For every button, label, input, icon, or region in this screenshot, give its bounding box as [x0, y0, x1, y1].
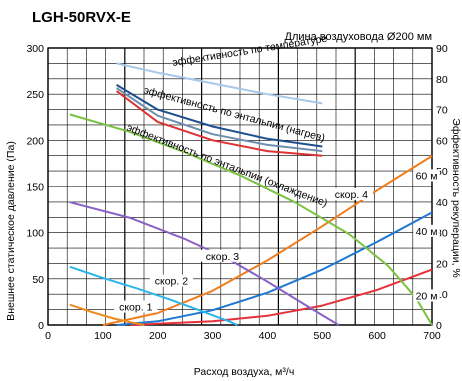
- curve-label-bg: [329, 187, 373, 200]
- x-tick-label: 0: [45, 330, 51, 342]
- x-tick-label: 700: [423, 330, 441, 342]
- x-axis-label: Расход воздуха, м³/ч: [194, 366, 295, 378]
- plot-frame: [47, 47, 433, 326]
- curve-labels: скор. 1 скор. 2 скор. 3 скор. 4 20 м 40 м 60 м: [114, 169, 440, 314]
- ticks: 0 100 200 300 400 500 600 700050100150200250300…: [26, 43, 447, 342]
- grid: [47, 47, 433, 326]
- efficiency-curve-2: [116, 90, 323, 157]
- curve-label-4: 20 м: [416, 290, 438, 302]
- y-tick-label-right: 10: [436, 289, 448, 301]
- efficiency-curve-3: [116, 87, 323, 153]
- duct-curve-2: [102, 155, 433, 326]
- curves: [69, 62, 433, 326]
- fan-curve-1: [69, 265, 238, 326]
- x-tick-label: 600: [368, 330, 386, 342]
- x-tick-label: 100: [94, 330, 112, 342]
- curve-label-bg: [114, 300, 158, 313]
- y-tick-label-left: 300: [26, 43, 44, 55]
- x-tick-label: 400: [259, 330, 277, 342]
- curve-label-3: скор. 4: [335, 189, 368, 201]
- fan-curve-2: [69, 201, 340, 326]
- chart-subtitle: Длина воздуховода Ø200 мм: [285, 31, 432, 43]
- y-tick-label-right: 40: [436, 197, 448, 209]
- y-tick-label-left: 150: [26, 182, 44, 194]
- y-tick-label-right: 80: [436, 74, 448, 86]
- curve-label-bg: [149, 274, 194, 287]
- y-tick-label-right: 0: [436, 320, 442, 332]
- curve-label-6: 60 м: [416, 170, 438, 182]
- y-tick-label-right: 50: [436, 166, 448, 178]
- curve-label-2: скор. 3: [206, 251, 239, 263]
- y-tick-label-right: 90: [436, 43, 448, 55]
- y-axis-label-right: Эффективность рекуперации, %: [450, 118, 462, 277]
- x-tick-label: 500: [314, 330, 332, 342]
- y-tick-label-right: 70: [436, 105, 448, 117]
- curve-label-0: скор. 1: [119, 302, 152, 314]
- efficiency-curve-0: [116, 62, 323, 105]
- curve-label-5: 40 м: [416, 226, 438, 238]
- curve-label-bg: [413, 289, 440, 302]
- x-tick-label: 300: [204, 330, 222, 342]
- y-tick-label-left: 100: [26, 228, 44, 240]
- curve-label-bg: [200, 249, 245, 262]
- y-tick-label-right: 30: [436, 228, 448, 240]
- duct-curve-1: [116, 211, 433, 326]
- efficiency-curve-1: [116, 84, 323, 148]
- fan-curve-3: [69, 113, 433, 326]
- duct-curve-0: [130, 268, 433, 326]
- y-tick-label-right: 60: [436, 135, 448, 147]
- curve-label-bg: [413, 169, 440, 182]
- curve-label-1: скор. 2: [155, 276, 188, 288]
- curve-label-bg: [413, 224, 440, 237]
- y-axis-label-left: Внешнее статическое давление (Па): [5, 141, 17, 321]
- y-tick-label-left: 250: [26, 89, 44, 101]
- y-tick-label-left: 50: [32, 274, 44, 286]
- y-tick-label-left: 200: [26, 135, 44, 147]
- fan-curve-0: [69, 303, 145, 326]
- y-tick-label-right: 20: [436, 258, 448, 270]
- chart-title: LGH-50RVX-E: [32, 9, 131, 26]
- y-tick-label-left: 0: [38, 320, 44, 332]
- x-tick-label: 200: [149, 330, 167, 342]
